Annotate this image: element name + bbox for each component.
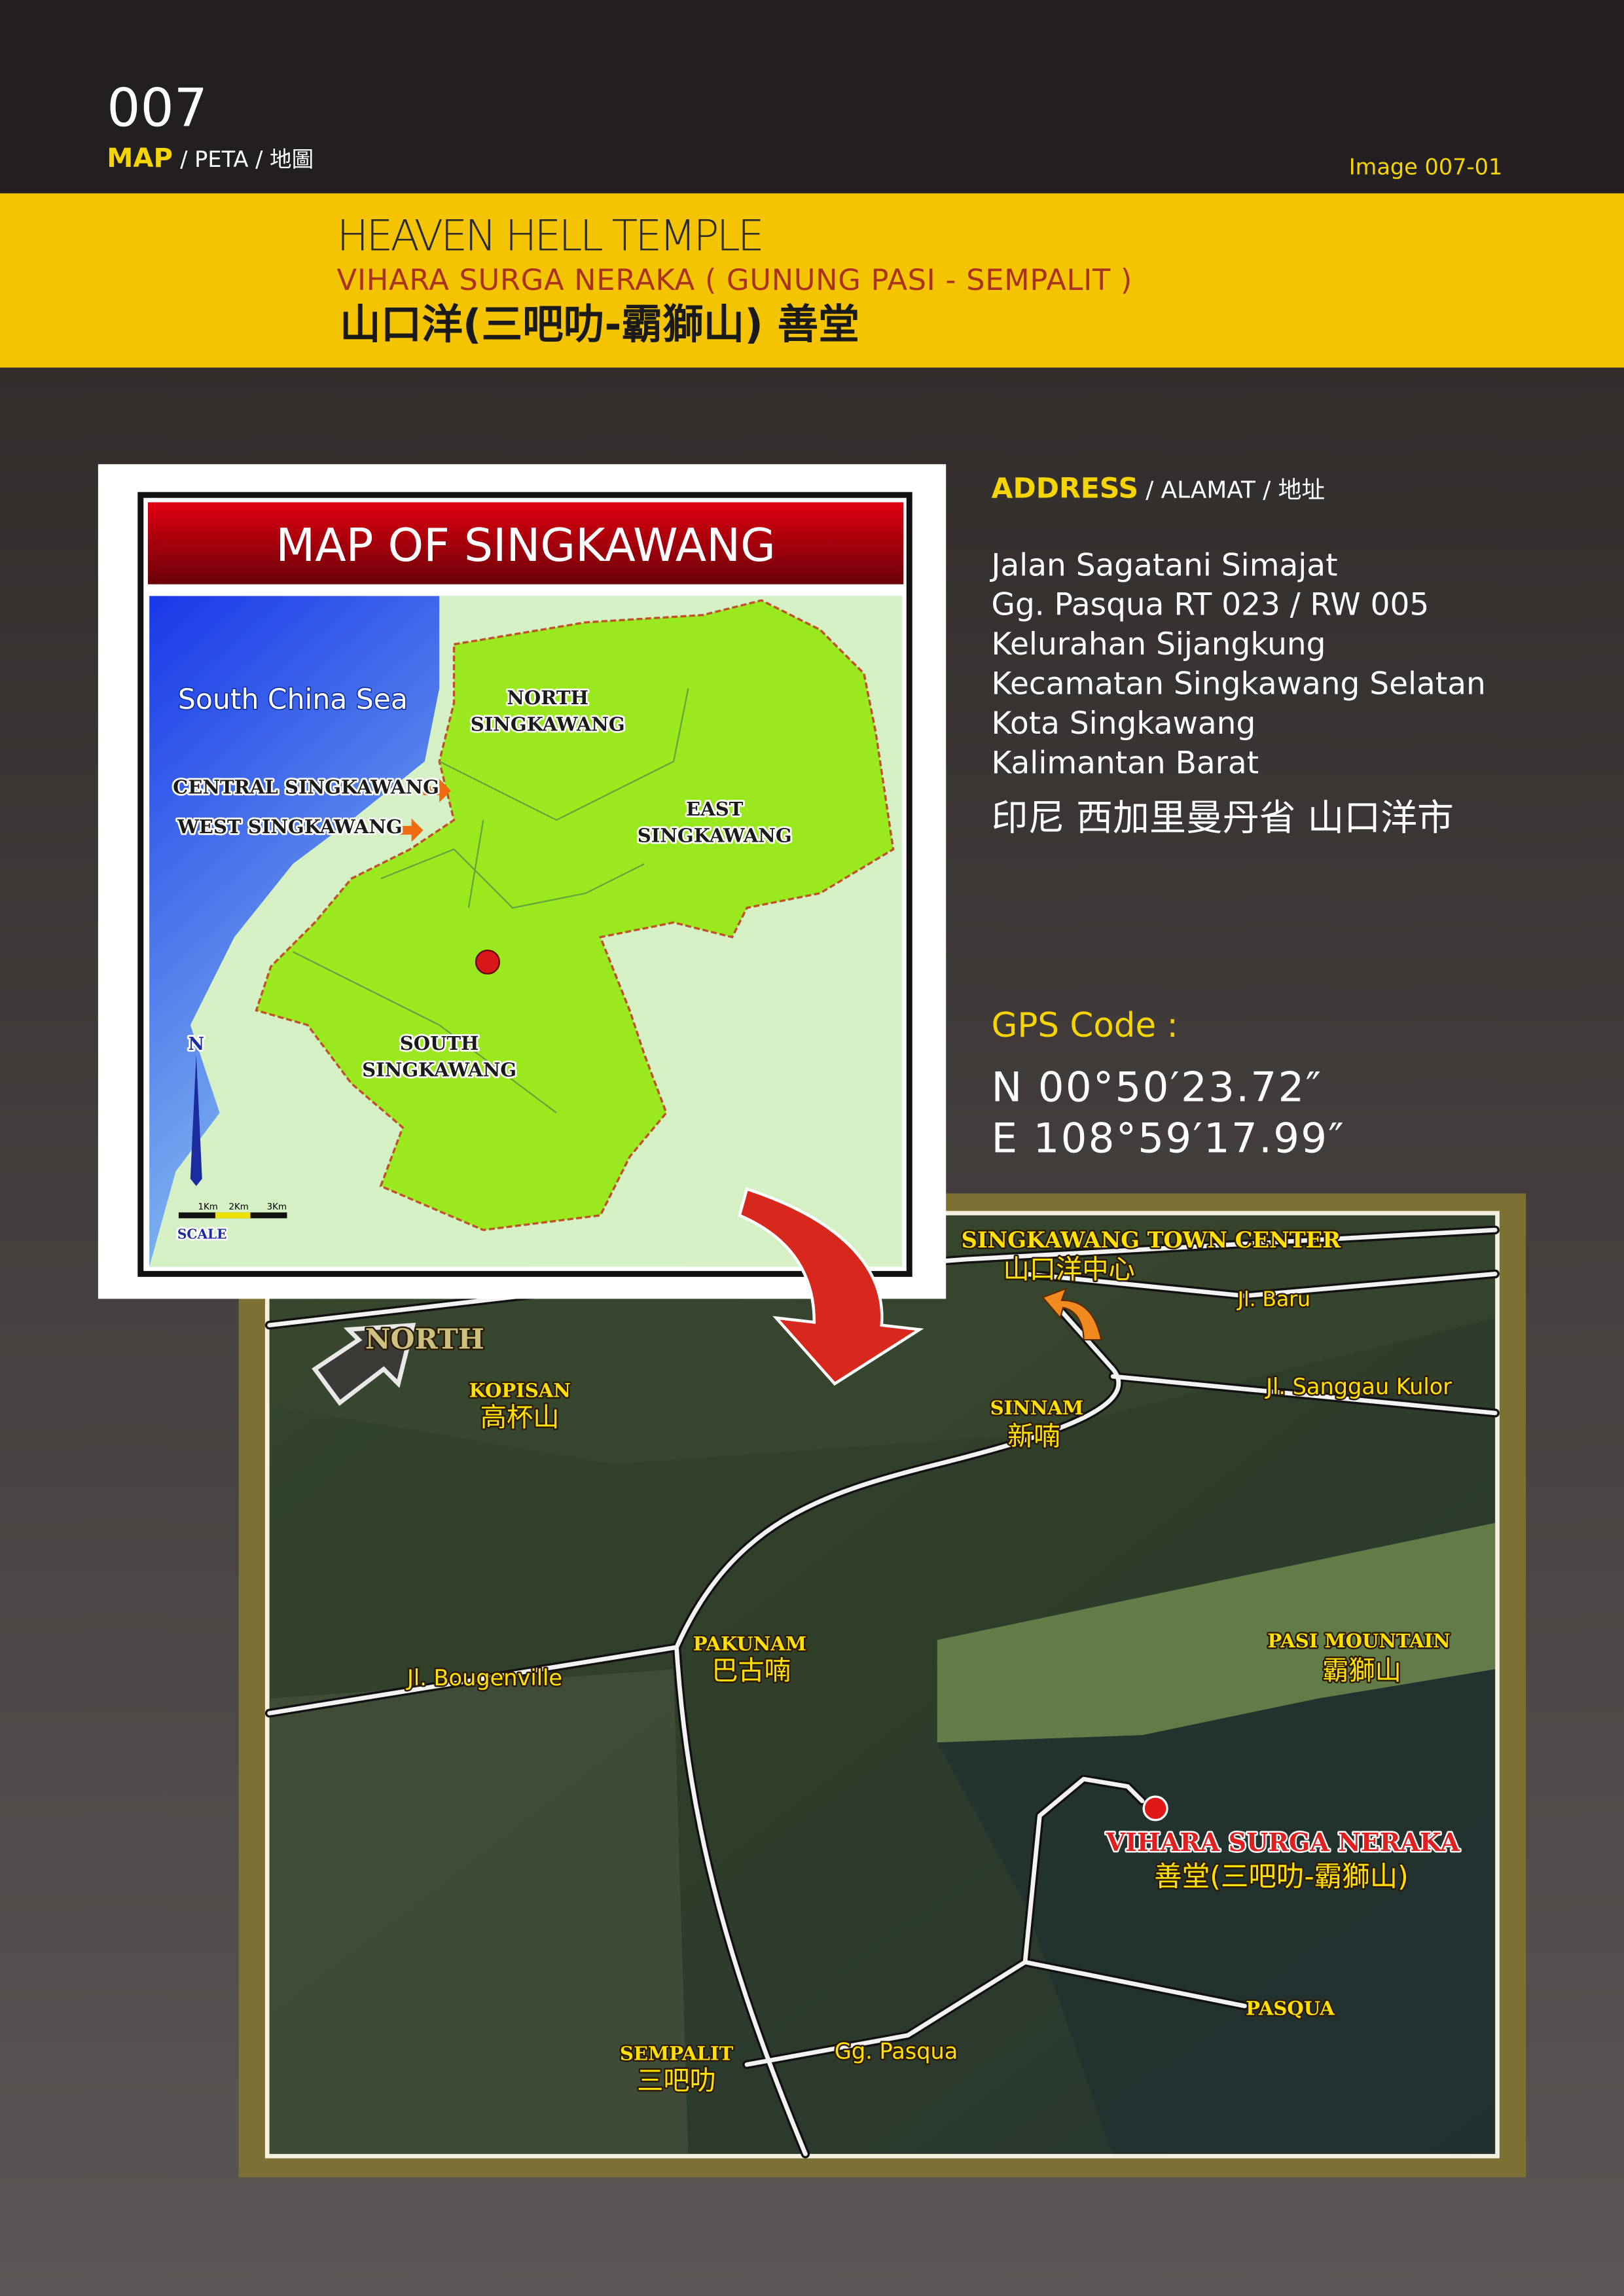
address-line: Jalan Sagatani Simajat bbox=[990, 547, 1338, 583]
inset-label: SCALE bbox=[177, 1227, 227, 1242]
page-number: 007 bbox=[107, 77, 208, 138]
satellite-label: PASI MOUNTAIN bbox=[1267, 1630, 1450, 1652]
inset-land bbox=[255, 599, 895, 1232]
inset-label: WEST SINGKAWANG bbox=[177, 816, 403, 838]
satellite-label: VIHARA SURGA NERAKA bbox=[1106, 1827, 1460, 1857]
town-arrow bbox=[1041, 1287, 1102, 1341]
north-arrow bbox=[312, 1323, 416, 1407]
inset-label: NORTH bbox=[507, 687, 588, 709]
address-line: Kota Singkawang bbox=[992, 706, 1256, 742]
satellite-label: PASQUA bbox=[1246, 1997, 1335, 2019]
satellite-label: PAKUNAM bbox=[693, 1632, 806, 1655]
address-line: Kelurahan Sijangkung bbox=[992, 626, 1326, 662]
satellite-label: Gg. Pasqua bbox=[835, 2039, 958, 2064]
banner-subtitle: VIHARA SURGA NERAKA ( GUNUNG PASI - SEMP… bbox=[337, 262, 1132, 297]
inset-label: CENTRAL SINGKAWANG bbox=[173, 776, 439, 798]
satellite-label: 巴古喃 bbox=[712, 1656, 791, 1686]
inset-label: EAST bbox=[686, 798, 744, 820]
satellite-label: Jl. Baru bbox=[1236, 1288, 1310, 1312]
satellite-label: 新喃 bbox=[1007, 1422, 1060, 1452]
address-line: Kalimantan Barat bbox=[992, 745, 1259, 781]
satellite-label: Jl. Sanggau Kulor bbox=[1265, 1374, 1452, 1399]
inset-title-bar bbox=[147, 502, 904, 584]
top-bar bbox=[0, 0, 1624, 194]
inset-label: N bbox=[189, 1034, 205, 1054]
inset-label: South China Sea bbox=[178, 684, 408, 716]
satellite-label: SINGKAWANG TOWN CENTER bbox=[962, 1227, 1342, 1253]
cleared-area bbox=[937, 1522, 1496, 1743]
address-lines: Jalan Sagatani Simajat Gg. Pasqua RT 023 … bbox=[990, 547, 1486, 781]
inset-label: 2Km bbox=[228, 1202, 248, 1212]
section-main: MAP bbox=[107, 143, 173, 173]
inset-label: SINGKAWANG bbox=[471, 713, 625, 735]
gps-line: E 108°59′17.99″ bbox=[992, 1115, 1345, 1162]
inset-roads bbox=[292, 688, 689, 1114]
address-chinese: 印尼 西加里曼丹省 山口洋市 bbox=[992, 797, 1454, 840]
inset-title: MAP OF SINGKAWANG bbox=[276, 520, 775, 572]
gps-line: N 00°50′23.72″ bbox=[992, 1063, 1323, 1111]
inset-pointers bbox=[395, 779, 452, 842]
satellite-label: KOPISAN bbox=[469, 1379, 570, 1401]
satellite-label: 高杯山 bbox=[480, 1403, 560, 1433]
inset-compass bbox=[190, 1054, 202, 1187]
inset-label: 3Km bbox=[267, 1202, 287, 1212]
temple-marker bbox=[1142, 1795, 1168, 1821]
banner-title: HEAVEN HELL TEMPLE bbox=[337, 212, 765, 261]
address-line: Kecamatan Singkawang Selatan bbox=[992, 666, 1486, 702]
gps-lines: N 00°50′23.72″E 108°59′17.99″ bbox=[992, 1063, 1345, 1162]
section-rest: / PETA / 地圖 bbox=[180, 147, 314, 172]
address-line: Gg. Pasqua RT 023 / RW 005 bbox=[992, 587, 1430, 623]
inset-label: SINGKAWANG bbox=[362, 1058, 516, 1081]
zoom-arrow bbox=[738, 1187, 924, 1386]
inset-labels: South China Sea NORTH SINGKAWANG CENTRAL SI… bbox=[171, 683, 793, 1244]
inset-label: SINGKAWANG bbox=[638, 824, 792, 846]
inset-marker bbox=[475, 949, 500, 975]
satellite-label: 霸獅山 bbox=[1322, 1656, 1401, 1686]
satellite-label: 善堂(三吧叻-霸獅山) bbox=[1154, 1861, 1409, 1893]
section-label: MAP / PETA / 地圖 bbox=[107, 143, 314, 173]
satellite-label: 三吧叻 bbox=[637, 2066, 716, 2096]
satellite-label: 山口洋中心 bbox=[1003, 1255, 1134, 1285]
inset-label: 1Km bbox=[198, 1202, 217, 1212]
satellite-label: SINNAM bbox=[990, 1397, 1084, 1419]
gps-label: GPS Code : bbox=[992, 1006, 1178, 1045]
banner bbox=[0, 193, 1624, 368]
satellite-label: NORTH bbox=[365, 1323, 484, 1355]
address-heading-rest: / ALAMAT / 地址 bbox=[1146, 477, 1325, 504]
address-heading: ADDRESS / ALAMAT / 地址 bbox=[992, 473, 1326, 505]
address-heading-main: ADDRESS bbox=[992, 473, 1139, 505]
banner-chinese: 山口洋(三吧叻-霸獅山) 善堂 bbox=[340, 300, 859, 348]
inset-border bbox=[137, 492, 912, 1277]
inset-scale-segment bbox=[215, 1212, 251, 1219]
inset-label: SOUTH bbox=[400, 1032, 479, 1054]
image-id: Image 007-01 bbox=[1349, 154, 1503, 179]
satellite-label: Jl. Bougenville bbox=[406, 1665, 562, 1691]
village-area bbox=[269, 1669, 689, 2154]
satellite-label: SEMPALIT bbox=[620, 2043, 734, 2065]
